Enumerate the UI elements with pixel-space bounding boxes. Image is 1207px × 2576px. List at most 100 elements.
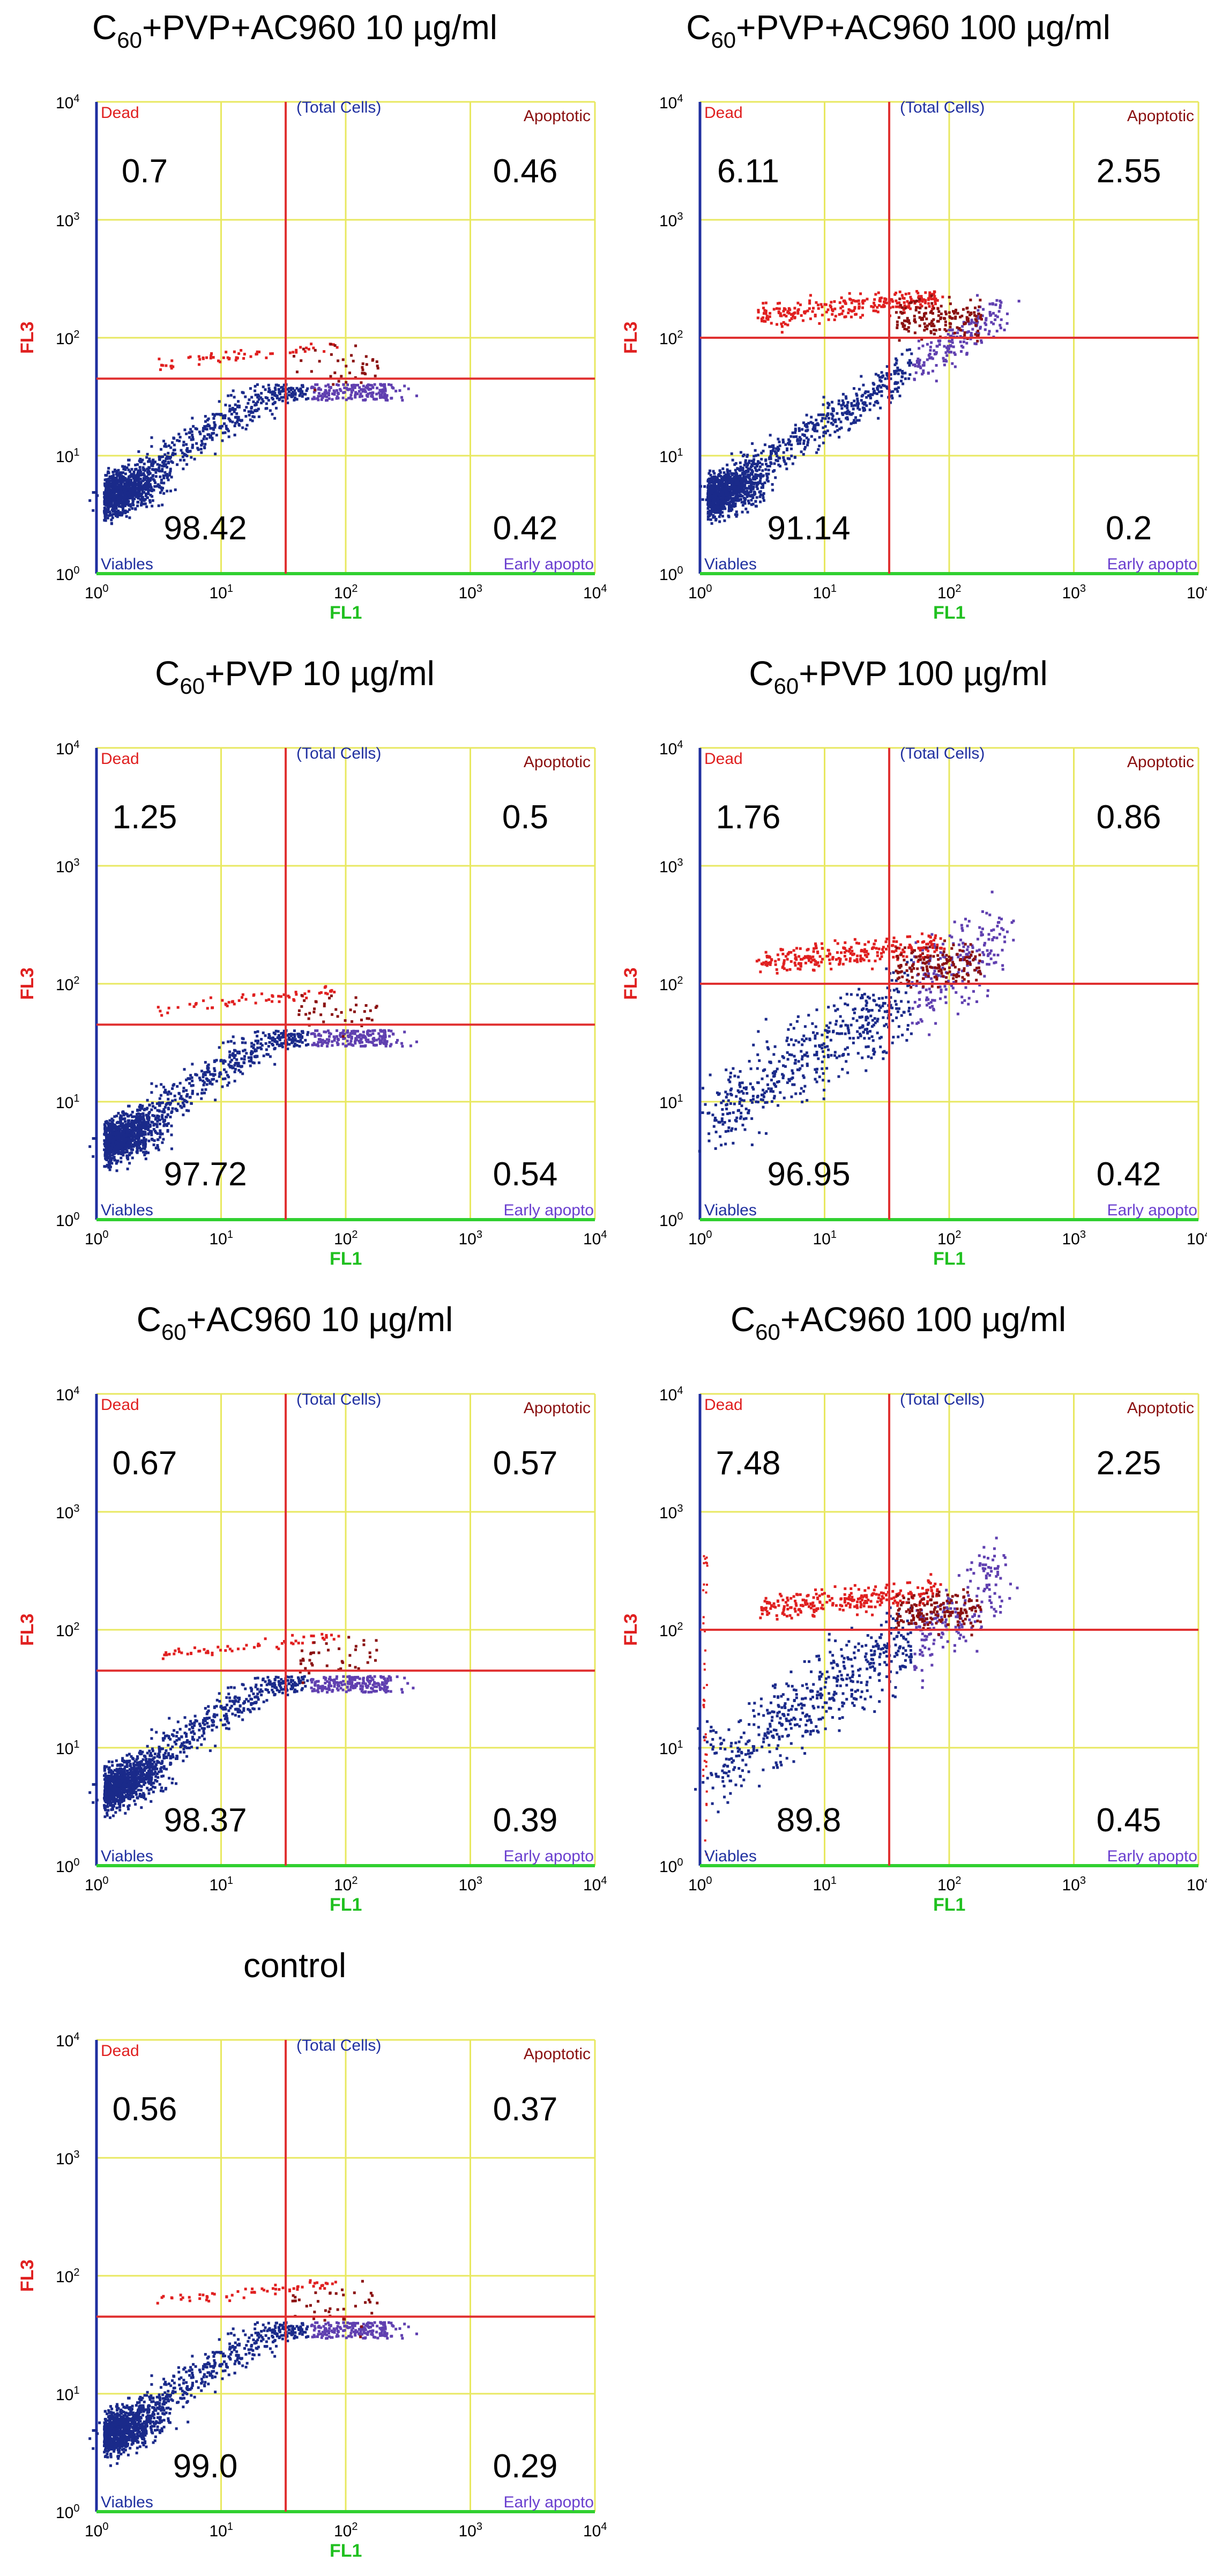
live-event-dot: [165, 457, 167, 460]
live-event-dot: [371, 396, 374, 398]
live-event-dot: [372, 392, 375, 395]
apoptotic-event-dot: [959, 316, 962, 318]
live-event-dot: [256, 1046, 259, 1049]
x-tick-base: 10: [688, 584, 706, 602]
dead-event-dot: [927, 302, 930, 305]
y-tick-label: 103: [659, 211, 683, 230]
live-event-dot: [762, 486, 764, 489]
apoptotic-event-dot: [374, 375, 377, 377]
live-event-dot: [763, 499, 765, 502]
live-event-dot: [151, 1102, 154, 1104]
live-event-dot: [895, 362, 898, 365]
live-event-dot: [143, 472, 145, 475]
live-event-dot: [228, 435, 230, 438]
x-tick-base: 10: [85, 1230, 102, 1248]
live-event-dot: [317, 395, 319, 398]
y-axis-label: FL3: [17, 322, 38, 354]
dead-event-dot: [833, 300, 836, 303]
x-tick-label: 103: [1062, 583, 1086, 602]
live-event-dot: [245, 428, 248, 430]
live-event-dot: [204, 1088, 207, 1091]
live-event-dot: [179, 1105, 182, 1108]
live-event-dot: [886, 365, 889, 368]
live-event-dot: [126, 1158, 129, 1161]
apoptotic-event-dot: [964, 331, 966, 334]
apoptotic-event-dot: [348, 372, 351, 374]
live-event-dot: [836, 429, 839, 432]
live-event-dot: [211, 1083, 213, 1086]
x-tick-exponent: 3: [476, 583, 482, 595]
live-event-dot: [893, 370, 896, 373]
live-event-dot: [133, 471, 136, 473]
live-event-dot: [248, 410, 250, 413]
live-event-dot: [208, 425, 211, 427]
dead-event-dot: [217, 360, 220, 362]
live-event-dot: [770, 462, 773, 465]
live-event-dot: [746, 454, 749, 456]
apoptotic-event-dot: [976, 340, 979, 343]
live-event-dot: [708, 499, 711, 501]
live-event-dot: [190, 1102, 192, 1105]
dead-event-dot: [933, 295, 936, 298]
live-event-dot: [159, 1097, 161, 1100]
live-event-dot: [705, 499, 708, 501]
live-event-dot: [381, 389, 384, 392]
live-event-dot: [223, 422, 226, 425]
live-event-dot: [726, 478, 729, 480]
live-event-dot: [926, 343, 929, 346]
live-event-dot: [126, 484, 129, 487]
live-event-dot: [759, 501, 762, 503]
apoptotic-event-dot: [936, 320, 939, 323]
live-event-dot: [169, 470, 172, 472]
live-event-dot: [218, 1075, 221, 1078]
dead-event-dot: [198, 363, 200, 366]
live-event-dot: [153, 485, 156, 488]
dead-event-dot: [765, 317, 768, 320]
live-event-dot: [758, 491, 761, 493]
live-event-dot: [362, 1031, 365, 1034]
live-event-dot: [750, 465, 752, 468]
dead-event-dot: [870, 305, 873, 308]
live-event-dot: [131, 1111, 134, 1113]
live-event-dot: [130, 479, 132, 482]
live-event-dot: [117, 469, 120, 472]
apoptotic-event-dot: [896, 324, 899, 326]
live-event-dot: [94, 491, 97, 494]
dead-event-dot: [814, 315, 817, 317]
y-tick-label: 104: [56, 93, 80, 112]
live-event-dot: [928, 357, 931, 359]
live-event-dot: [731, 505, 734, 508]
live-event-dot: [945, 346, 948, 349]
live-event-dot: [980, 339, 982, 342]
live-event-dot: [148, 470, 151, 473]
live-event-dot: [104, 479, 107, 481]
live-event-dot: [214, 452, 217, 455]
apoptotic-event-dot: [905, 320, 907, 322]
quadrant-label-apoptotic: Apoptotic: [1127, 107, 1194, 125]
live-event-dot: [390, 1030, 392, 1033]
dead-event-dot: [883, 298, 886, 300]
live-event-dot: [992, 302, 994, 305]
dead-event-dot: [877, 310, 880, 313]
live-event-dot: [105, 491, 107, 494]
quadrant-value-apoptotic: 0.46: [493, 153, 558, 190]
live-event-dot: [337, 392, 339, 395]
live-event-dot: [720, 491, 722, 493]
live-event-dot: [171, 441, 174, 444]
live-event-dot: [212, 417, 215, 420]
live-event-dot: [278, 398, 281, 401]
live-event-dot: [860, 399, 863, 402]
live-event-dot: [317, 1041, 319, 1044]
apoptotic-event-dot: [930, 294, 933, 297]
quadrant-value-dead: 6.11: [717, 153, 779, 190]
live-event-dot: [852, 421, 855, 424]
dead-event-dot: [210, 352, 213, 355]
live-event-dot: [915, 372, 918, 374]
panel-title: C60+PVP+AC960 10 µg/ml: [0, 8, 590, 53]
live-event-dot: [785, 467, 788, 470]
live-event-dot: [163, 464, 166, 467]
apoptotic-event-dot: [923, 315, 926, 318]
live-event-dot: [714, 506, 717, 508]
dead-event-dot: [170, 367, 173, 369]
apoptotic-event-dot: [907, 330, 910, 332]
